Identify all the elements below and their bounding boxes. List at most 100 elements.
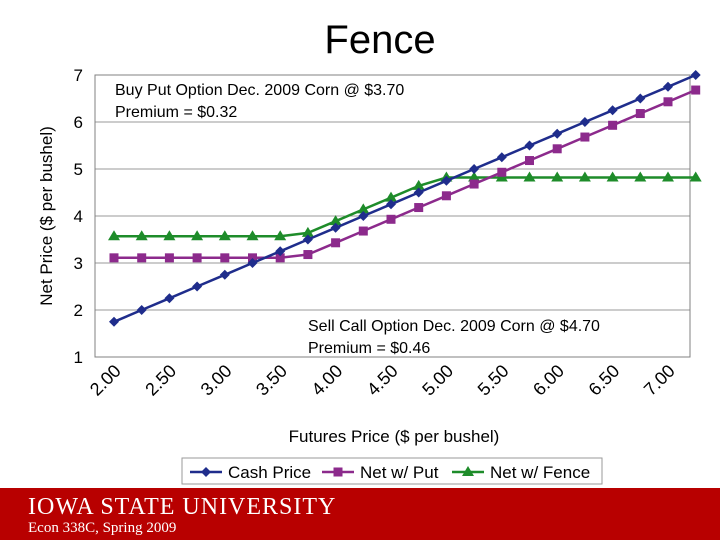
series-line [113, 73, 697, 323]
data-point [607, 105, 618, 116]
series-line [114, 88, 697, 260]
university-name: IOWA STATE UNIVERSITY [28, 494, 337, 520]
data-point [246, 230, 259, 241]
x-tick-label: 2.50 [141, 361, 180, 400]
x-axis-label: Futures Price ($ per bushel) [289, 427, 500, 446]
data-point [691, 85, 701, 95]
y-axis-ticks: 1 2 3 4 5 6 7 [74, 66, 83, 367]
y-tick-label: 2 [74, 301, 83, 320]
call-annotation-line2: Premium = $0.46 [308, 340, 430, 357]
x-tick-label: 4.00 [308, 361, 347, 400]
legend-marker [201, 467, 211, 477]
x-axis-ticks: 2.00 2.50 3.00 3.50 4.00 4.50 5.00 5.50 6.00 6.50… [86, 361, 679, 400]
data-point [663, 97, 673, 107]
data-point [109, 253, 119, 263]
data-point [385, 191, 397, 202]
data-point [164, 293, 175, 304]
data-point [525, 156, 534, 166]
slide-title: Fence [324, 18, 436, 62]
data-point [635, 109, 645, 119]
series-line [114, 176, 696, 238]
data-point [551, 171, 564, 182]
data-point [247, 258, 258, 268]
x-tick-label: 6.50 [585, 361, 624, 400]
data-point [606, 171, 619, 182]
data-point [192, 253, 202, 263]
data-point [248, 253, 257, 263]
data-point [163, 230, 176, 241]
data-point [496, 152, 507, 163]
y-tick-label: 7 [74, 66, 83, 85]
data-point [164, 253, 174, 263]
legend-label: Net w/ Fence [490, 463, 590, 482]
legend-marker [462, 466, 474, 476]
y-tick-label: 5 [74, 160, 83, 179]
data-point [386, 214, 396, 224]
y-tick-label: 4 [74, 207, 83, 226]
put-annotation-line1: Buy Put Option Dec. 2009 Corn @ $3.70 [115, 82, 404, 99]
data-point [358, 211, 369, 221]
data-point [468, 171, 481, 182]
data-point [441, 191, 451, 201]
y-tick-label: 1 [74, 348, 83, 367]
data-point [579, 117, 590, 127]
x-tick-label: 2.00 [86, 361, 125, 400]
call-annotation-line1: Sell Call Option Dec. 2009 Corn @ $4.70 [308, 318, 600, 335]
data-point [358, 226, 368, 236]
data-point [109, 316, 119, 327]
legend-marker [333, 467, 343, 477]
data-point [413, 187, 424, 198]
data-point [662, 171, 674, 182]
legend: Cash Price Net w/ Put Net w/ Fence [181, 457, 603, 485]
data-point [329, 215, 342, 226]
x-tick-label: 5.50 [474, 361, 513, 400]
data-point [220, 253, 230, 263]
series-net-w-fence [108, 171, 702, 241]
data-point [191, 230, 204, 241]
data-point [301, 226, 314, 237]
data-point [635, 93, 646, 104]
data-point [108, 230, 120, 241]
data-point [608, 120, 618, 130]
data-point [580, 132, 590, 142]
data-point [135, 230, 148, 241]
data-point [441, 175, 452, 186]
data-point [357, 203, 370, 214]
data-point [552, 144, 562, 154]
legend-label: Net w/ Put [360, 463, 439, 482]
data-point [552, 128, 563, 139]
put-annotation-line2: Premium = $0.32 [115, 104, 237, 121]
y-axis-label: Net Price ($ per bushel) [37, 126, 56, 306]
data-point [690, 70, 701, 80]
data-point [663, 81, 673, 92]
data-point [524, 140, 535, 151]
data-point [469, 179, 479, 189]
chart: 1 2 3 4 5 6 7 2.00 2.50 3.00 3.50 4.00 4.50 5.00 5.50… [37, 66, 702, 485]
data-point [412, 179, 425, 190]
data-point [275, 246, 286, 257]
data-point [578, 171, 591, 182]
legend-box [181, 457, 603, 485]
data-point [331, 238, 341, 248]
data-point [330, 222, 341, 233]
x-tick-label: 7.00 [640, 361, 679, 400]
data-point [137, 253, 147, 263]
data-point [136, 305, 147, 315]
x-tick-label: 5.00 [418, 361, 457, 400]
data-point [386, 199, 396, 210]
data-point [689, 171, 702, 182]
course-label: Econ 338C, Spring 2009 [28, 520, 177, 536]
data-point [219, 269, 230, 280]
footer-bar [0, 488, 720, 540]
legend-label: Cash Price [228, 463, 311, 482]
data-point [218, 230, 231, 241]
x-tick-label: 3.00 [197, 361, 236, 400]
data-point [414, 203, 424, 213]
data-point [303, 250, 313, 260]
data-point [634, 171, 647, 182]
data-point [469, 164, 480, 174]
data-point [192, 281, 203, 292]
series-cash-price [109, 70, 701, 327]
data-point [497, 167, 507, 177]
data-point [523, 171, 536, 182]
